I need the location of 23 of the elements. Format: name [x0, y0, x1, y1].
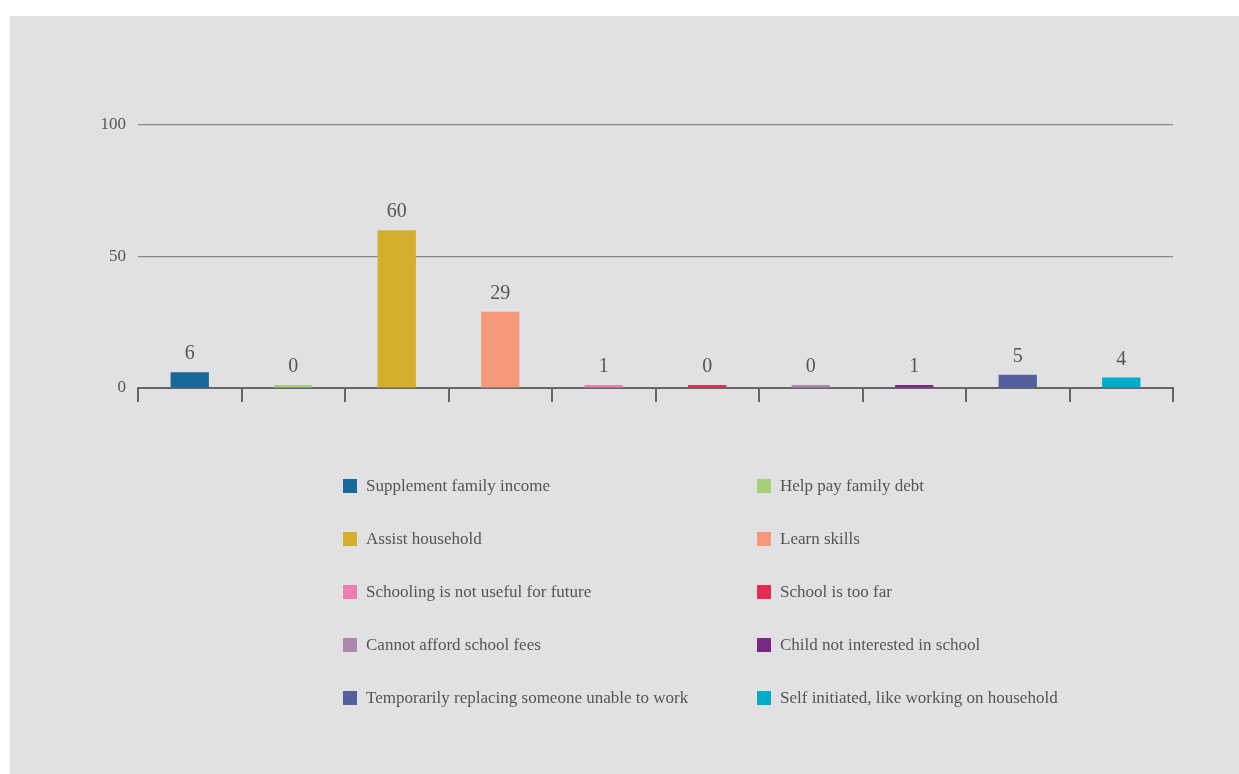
y-tick-label: 50 — [109, 245, 126, 265]
legend-label: Schooling is not useful for future — [366, 582, 592, 602]
data-label: 0 — [805, 354, 816, 377]
legend-label: Help pay family debt — [780, 476, 924, 496]
data-label: 60 — [386, 199, 407, 222]
y-tick-label: 100 — [100, 114, 126, 134]
data-label: 6 — [184, 341, 195, 364]
legend-label: Assist household — [366, 529, 482, 549]
legend-label: Self initiated, like working on household — [780, 688, 1058, 708]
legend-label: Temporarily replacing someone unable to work — [366, 688, 689, 708]
legend-label: School is too far — [780, 582, 892, 602]
y-tick-label: 0 — [117, 377, 126, 397]
data-label: 29 — [490, 280, 511, 303]
data-label: 0 — [288, 354, 299, 377]
data-label: 1 — [598, 354, 609, 377]
data-label: 1 — [909, 354, 920, 377]
legend-label: Supplement family income — [366, 476, 551, 496]
legend-label: Child not interested in school — [780, 635, 981, 655]
data-label: 5 — [1012, 344, 1023, 367]
legend-label: Cannot afford school fees — [366, 635, 541, 655]
data-label: 0 — [702, 354, 713, 377]
legend-label: Learn skills — [780, 529, 860, 549]
data-label: 4 — [1116, 346, 1127, 369]
